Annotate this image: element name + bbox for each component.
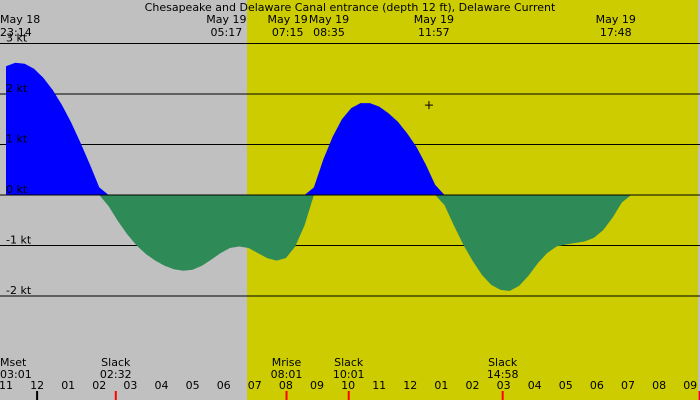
hour-label: 06: [217, 379, 231, 392]
hour-label: 03: [497, 379, 511, 392]
hour-labels: 11 12 01 02 03 04 05 06 07 08 09 10 11 12 01 02 03 04 05 06…: [0, 379, 697, 392]
bottom-event-label: Mrise: [272, 356, 302, 369]
top-event-time: 17:48: [600, 26, 632, 39]
top-event-time: 11:57: [418, 26, 450, 39]
hour-label: 08: [279, 379, 293, 392]
y-tick-label: -2 kt: [6, 284, 32, 297]
bottom-event-time: 08:01: [271, 368, 303, 381]
bottom-event-labels: Mset03:01Slack02:32Mrise08:01Slack10:01S…: [0, 356, 700, 381]
hour-label: 09: [683, 379, 697, 392]
bottom-event-label: Slack: [334, 356, 364, 369]
y-tick-label: 1 kt: [6, 133, 28, 146]
current-area: [6, 62, 700, 291]
top-event-date: May 19: [596, 13, 636, 26]
top-event-date: May 19: [268, 13, 308, 26]
hour-label: 05: [186, 379, 200, 392]
hour-label: 07: [248, 379, 262, 392]
top-event-date: May 18: [0, 13, 40, 26]
hour-label: 02: [466, 379, 480, 392]
y-tick-labels: 3 kt 2 kt 1 kt 0 kt -1 kt -2 kt: [6, 32, 32, 298]
hour-label: 02: [92, 379, 106, 392]
top-event-date: May 19: [414, 13, 454, 26]
top-event-time: 23:14: [0, 26, 32, 39]
hour-label: 01: [61, 379, 75, 392]
hour-label: 09: [310, 379, 324, 392]
top-event-date: May 19: [206, 13, 246, 26]
bottom-event-time: 03:01: [0, 368, 32, 381]
hour-label: 03: [123, 379, 137, 392]
bottom-event-time: 14:58: [487, 368, 519, 381]
bottom-event-label: Slack: [101, 356, 131, 369]
hour-label: 07: [621, 379, 635, 392]
top-event-time: 07:15: [272, 26, 304, 39]
hour-label: 04: [155, 379, 169, 392]
y-tick-label: 3 kt: [6, 32, 28, 45]
hour-label: 11: [0, 379, 13, 392]
bottom-event-time: 02:32: [100, 368, 132, 381]
hour-label: 12: [30, 379, 44, 392]
flood-current-area: [6, 62, 700, 195]
top-event-time: 08:35: [313, 26, 345, 39]
y-tick-label: 2 kt: [6, 82, 28, 95]
bottom-event-time: 10:01: [333, 368, 365, 381]
hour-label: 05: [559, 379, 573, 392]
hour-label: 01: [434, 379, 448, 392]
chart-title: Chesapeake and Delaware Canal entrance (…: [145, 1, 556, 14]
bottom-event-label: Mset: [0, 356, 27, 369]
hour-label: 08: [652, 379, 666, 392]
hour-label: 12: [403, 379, 417, 392]
hour-label: 10: [341, 379, 355, 392]
y-tick-label: -1 kt: [6, 234, 32, 247]
hour-label: 04: [528, 379, 542, 392]
hour-label: 06: [590, 379, 604, 392]
top-event-date: May 19: [309, 13, 349, 26]
hour-label: 11: [372, 379, 386, 392]
ebb-current-area: [6, 195, 700, 291]
top-event-time: 05:17: [211, 26, 243, 39]
y-tick-label: 0 kt: [6, 183, 28, 196]
bottom-event-label: Slack: [488, 356, 518, 369]
max-current-marker: [424, 101, 433, 110]
